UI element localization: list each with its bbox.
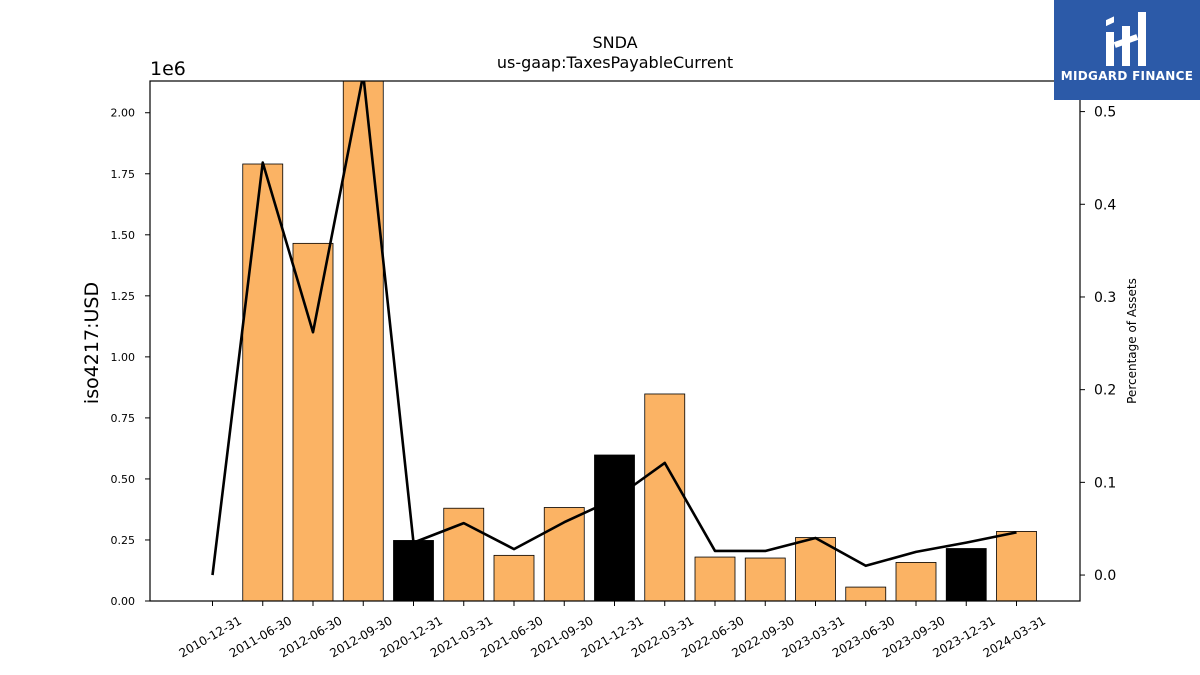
y2-tick-label: 0.0: [1094, 568, 1116, 584]
y-scale-label: 1e6: [150, 58, 186, 80]
bar-2022-06-30: [694, 556, 736, 601]
y-tick-label: 0.25: [111, 534, 136, 547]
logo-text: MIDGARD FINANCE: [1060, 69, 1194, 83]
y-tick-label: 0.75: [111, 412, 136, 425]
chart-title: SNDA: [592, 33, 637, 52]
bar-2012-09-30: [342, 81, 384, 601]
plot-area: 0.00 0.25 0.50 0.75 1.00 1.25 1.50 1.75 2.00 0.0 0…: [111, 80, 1116, 660]
bar-2023-09-30: [895, 562, 937, 601]
y-tick-label: 0.50: [111, 473, 136, 486]
y2-axis-label: Percentage of Assets: [1125, 278, 1139, 404]
y2-tick-label: 0.4: [1094, 197, 1116, 213]
bar-2023-06-30: [845, 586, 887, 601]
bar-2021-06-30: [493, 554, 535, 601]
y-tick-label: 1.25: [111, 290, 136, 303]
y-tick-label: 0.00: [111, 595, 136, 608]
logo-mark-icon: [1106, 12, 1146, 66]
chart-subtitle: us-gaap:TaxesPayableCurrent: [497, 53, 733, 72]
logo: MIDGARD FINANCE: [1054, 0, 1200, 100]
bar-2012-06-30: [292, 242, 334, 601]
series-line: [211, 81, 1017, 576]
y-tick-label: 1.75: [111, 168, 136, 181]
bar-2023-12-31: [945, 548, 987, 601]
y-tick-label: 2.00: [111, 107, 136, 120]
bar-2024-03-31: [996, 531, 1037, 601]
bar-2021-12-31: [594, 454, 635, 601]
y2-tick-label: 0.1: [1094, 475, 1116, 491]
y-tick-label: 1.00: [111, 351, 136, 364]
y2-tick-label: 0.2: [1094, 383, 1116, 399]
bar-2022-09-30: [744, 557, 786, 601]
y-tick-label: 1.50: [111, 229, 136, 242]
bar-2011-06-30: [242, 163, 284, 601]
y2-tick-label: 0.5: [1094, 105, 1116, 121]
y2-tick-label: 0.3: [1094, 290, 1116, 306]
y-axis-label: iso4217:USD: [81, 282, 103, 404]
bar-2022-03-31: [644, 393, 686, 601]
bar-2020-12-31: [393, 540, 434, 601]
